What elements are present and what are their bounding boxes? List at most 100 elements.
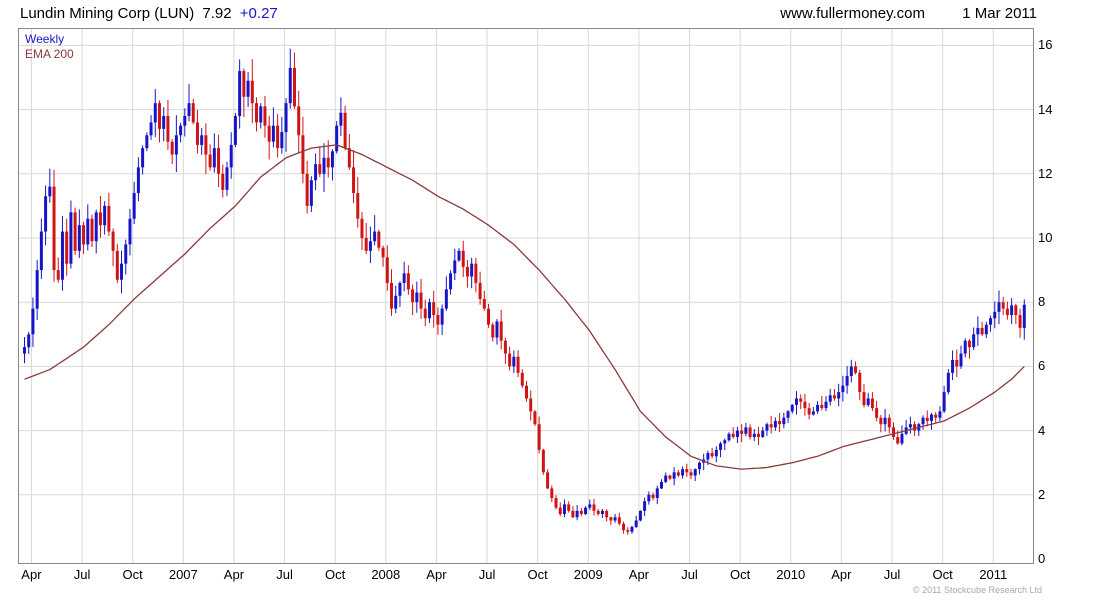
candle-body [925,417,929,421]
candle-body [390,282,394,309]
candle-body [491,324,495,338]
candle-body [1022,304,1026,328]
candle-body [212,148,216,168]
candle-body [470,263,474,277]
candle-body [951,359,955,373]
y-axis-label: 6 [1038,358,1046,374]
candle-body [854,366,858,373]
x-axis-label: Oct [932,567,953,582]
candle-body [828,395,832,402]
candle-body [778,420,782,425]
candle-body [191,103,195,123]
candle-body [149,122,153,136]
candle-body [942,392,946,412]
candle-body [668,475,672,479]
candle-body [765,424,769,431]
candle-body [225,167,229,190]
candle-body [339,112,343,126]
candle-body [347,148,351,168]
candle-body [533,411,537,425]
candle-body [963,340,967,354]
x-axis-label: Jul [681,567,698,582]
candle-body [356,193,360,219]
candle-body [693,469,697,476]
chart-legend: Weekly EMA 200 [25,32,74,62]
candle-body [318,164,322,174]
candle-body [436,315,440,325]
candle-body [267,125,271,142]
candle-body [512,356,516,367]
candle-body [208,154,212,168]
candle-body [929,414,933,421]
x-axis-label: 2010 [776,567,806,582]
candle-body [124,244,128,264]
candle-body [352,167,356,194]
candle-body [744,427,748,434]
candle-body [427,302,431,319]
x-axis-label: Oct [527,567,548,582]
candle-body [516,356,520,373]
candle-body [596,510,600,515]
candle-body [841,385,845,393]
candle-body [107,205,111,232]
candle-body [554,498,558,508]
candle-body [782,417,786,425]
y-axis-label: 16 [1038,37,1053,53]
candle-body [183,116,187,126]
y-axis-label: 0 [1038,551,1046,566]
x-axis-label: 2008 [371,567,401,582]
website-link[interactable]: www.fullermoney.com [780,5,925,22]
price-chart-plot: Weekly EMA 200 [18,28,1034,564]
candle-body [605,510,609,518]
candle-body [242,71,246,97]
candle-body [571,510,575,518]
candle-body [120,263,124,280]
candle-body [217,148,221,174]
candle-body [250,80,254,104]
candle-body [622,523,626,531]
candle-body [364,238,368,251]
candle-body [655,488,659,499]
candle-body [946,372,950,393]
candle-body [381,247,385,258]
candle-body [643,501,647,511]
candle-body [111,231,115,251]
candle-body [115,250,119,280]
candle-body [609,517,613,521]
x-axis-label: Jul [276,567,293,582]
candle-body [39,231,43,271]
candle-body [989,318,993,325]
candle-body [584,507,588,515]
candle-body [735,430,739,438]
candle-body [892,427,896,438]
candle-body [908,424,912,428]
candle-body [77,225,81,251]
candle-body [731,433,735,438]
candle-body [520,372,524,386]
candle-body [263,106,267,126]
candle-body [465,266,469,277]
x-axis-label: Apr [831,567,852,582]
candle-body [255,103,259,123]
candle-body [858,372,862,393]
candle-body [204,135,208,155]
y-axis-label: 4 [1038,422,1046,438]
candle-body [31,308,35,335]
candle-body [402,273,406,283]
candle-body [579,510,583,515]
candle-body [1014,305,1018,316]
candle-body [301,135,305,174]
candle-body [440,308,444,325]
candle-body [457,250,461,261]
candle-body [634,520,638,527]
candle-body [474,263,478,283]
candle-body [845,376,849,386]
candle-body [866,398,870,405]
candle-body [195,122,199,145]
candle-body [761,430,765,438]
candle-body [330,151,334,168]
candle-body [487,308,491,325]
candle-body [406,273,410,290]
candle-body [368,241,372,251]
